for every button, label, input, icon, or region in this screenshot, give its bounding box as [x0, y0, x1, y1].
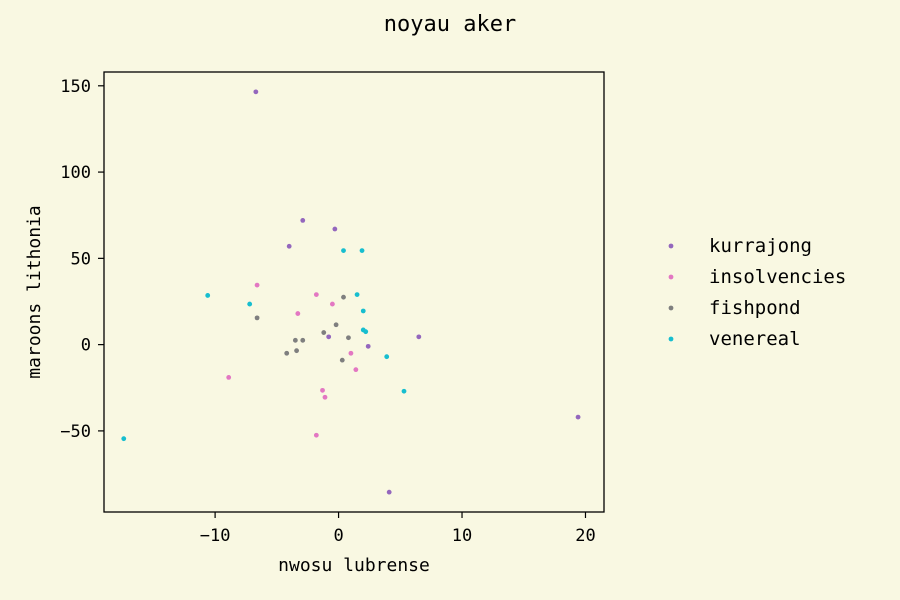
- data-point-kurrajong: [326, 334, 332, 340]
- legend: kurrajong insolvencies fishpond venereal: [668, 235, 846, 350]
- data-point-kurrajong: [386, 489, 392, 495]
- x-tick-label: −10: [200, 526, 231, 546]
- data-point-venereal: [363, 329, 369, 335]
- data-point-fishpond: [341, 294, 346, 300]
- data-point-fishpond: [300, 337, 306, 343]
- data-point-venereal: [121, 436, 127, 442]
- data-point-venereal: [384, 354, 390, 360]
- y-tick-label: −50: [60, 422, 91, 442]
- data-point-venereal: [360, 308, 366, 314]
- data-point-insolvencies: [313, 292, 319, 297]
- data-points: [121, 89, 581, 495]
- data-point-kurrajong: [416, 334, 422, 340]
- data-point-fishpond: [321, 330, 327, 335]
- chart-title: noyau aker: [384, 12, 516, 37]
- data-point-fishpond: [292, 337, 298, 343]
- legend-marker-fishpond: [668, 305, 674, 311]
- data-point-fishpond: [284, 350, 290, 356]
- data-point-venereal: [401, 388, 407, 394]
- y-tick-label: 50: [71, 249, 91, 269]
- x-tick-label: 0: [333, 526, 343, 546]
- data-point-fishpond: [339, 357, 345, 363]
- data-point-insolvencies: [295, 311, 301, 316]
- legend-marker-insolvencies: [668, 274, 674, 280]
- legend-label-kurrajong: kurrajong: [709, 235, 812, 257]
- x-tick-label: 10: [452, 526, 472, 546]
- data-point-kurrajong: [300, 217, 306, 223]
- plot-area: [103, 71, 605, 513]
- data-point-insolvencies: [226, 375, 232, 380]
- data-point-venereal: [341, 248, 346, 253]
- legend-marker-kurrajong: [668, 243, 674, 249]
- data-point-venereal: [359, 248, 365, 253]
- y-tick-label: 150: [60, 77, 91, 97]
- legend-marker-venereal: [668, 336, 674, 342]
- x-axis-label: nwosu lubrense: [278, 555, 430, 576]
- y-tick-label: 0: [81, 336, 91, 356]
- data-point-kurrajong: [253, 89, 259, 95]
- data-point-insolvencies: [353, 367, 359, 373]
- data-point-insolvencies: [254, 282, 260, 288]
- data-point-venereal: [247, 301, 253, 307]
- data-point-kurrajong: [575, 414, 581, 420]
- data-point-insolvencies: [329, 301, 335, 307]
- data-point-insolvencies: [320, 387, 325, 393]
- data-point-insolvencies: [313, 432, 319, 438]
- data-point-venereal: [205, 293, 211, 298]
- data-point-fishpond: [333, 322, 339, 328]
- data-point-insolvencies: [322, 394, 328, 400]
- legend-label-insolvencies: insolvencies: [709, 266, 846, 288]
- data-point-kurrajong: [365, 343, 371, 349]
- data-point-kurrajong: [286, 243, 292, 249]
- y-axis-ticks: −50 0 50 100 150: [60, 77, 104, 442]
- y-axis-label: maroons lithonia: [24, 205, 45, 378]
- data-point-venereal: [354, 292, 360, 297]
- data-point-insolvencies: [348, 350, 354, 356]
- data-point-fishpond: [294, 348, 299, 354]
- data-point-fishpond: [254, 315, 260, 321]
- x-tick-label: 20: [575, 526, 595, 546]
- data-point-fishpond: [346, 335, 351, 341]
- y-tick-label: 100: [60, 163, 91, 183]
- data-point-kurrajong: [332, 226, 338, 232]
- legend-label-venereal: venereal: [709, 328, 801, 350]
- x-axis-ticks: −10 0 10 20: [200, 512, 596, 546]
- legend-label-fishpond: fishpond: [709, 297, 801, 319]
